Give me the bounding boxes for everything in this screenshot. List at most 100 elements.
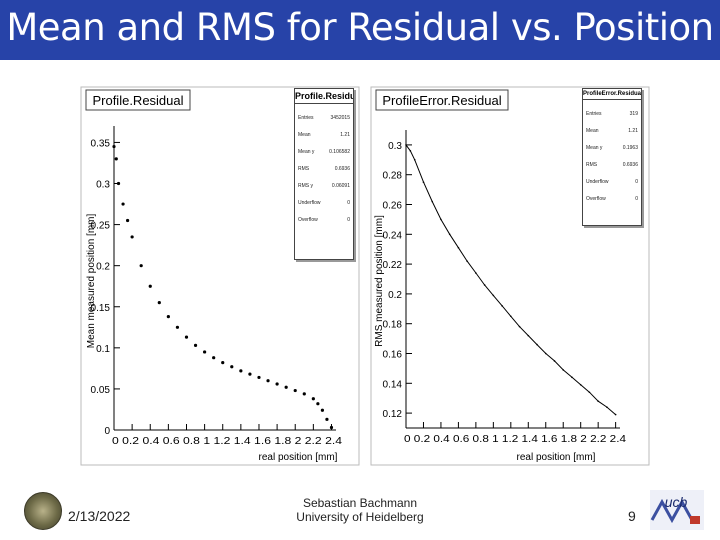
data-point	[409, 150, 412, 152]
data-point	[475, 272, 477, 274]
stats-label: Underflow	[586, 179, 609, 185]
data-point	[311, 397, 315, 401]
stats-row: Underflow 0	[295, 200, 353, 206]
data-point	[239, 369, 243, 373]
y-tick-label: 0.22	[383, 260, 403, 271]
data-point	[483, 284, 486, 286]
data-point	[325, 417, 329, 421]
data-point	[166, 315, 170, 319]
data-point	[114, 157, 118, 161]
stats-label: RMS	[586, 162, 598, 168]
data-line	[405, 144, 617, 416]
stats-row: Mean 1.21	[583, 128, 641, 134]
stats-value: 319	[629, 111, 638, 117]
stats-label: Mean	[586, 128, 599, 134]
data-point	[125, 218, 130, 223]
y-tick-label: 0.18	[383, 320, 403, 331]
y-tick-label: 0.2	[96, 262, 110, 273]
stats-value: 0	[635, 196, 638, 202]
y-tick-label: 0.35	[91, 138, 111, 149]
data-point	[422, 181, 425, 183]
stats-value: 3452015	[330, 115, 350, 121]
stats-row: Entries 3452015	[295, 115, 353, 121]
stats-value: 1.21	[340, 132, 350, 138]
data-point	[212, 356, 216, 360]
data-point	[121, 202, 125, 206]
data-point	[112, 144, 116, 149]
data-point	[492, 294, 495, 297]
stats-row: Mean y 0.106582	[295, 149, 353, 155]
stats-box-left: Profile.Residual Entries3452015Mean1.21M…	[294, 88, 354, 260]
data-point	[316, 402, 320, 406]
y-tick-label: 0.25	[91, 221, 111, 232]
x-axis-label: real position [mm]	[517, 452, 596, 463]
data-point	[588, 391, 591, 394]
y-tick-label: 0.15	[91, 303, 111, 314]
data-point	[405, 144, 407, 146]
data-point	[518, 325, 521, 328]
stats-label: Entries	[586, 111, 602, 117]
axes	[405, 130, 620, 429]
stats-rows: Entries 319 Mean 1.21 Mean y 0.1963 RMS 0.6936 U…	[583, 111, 641, 202]
stats-value: 1.21	[628, 128, 638, 134]
data-point	[614, 413, 617, 416]
data-point	[320, 408, 325, 412]
data-point	[536, 343, 538, 346]
axes	[113, 126, 336, 431]
stats-value: 0.06091	[331, 183, 350, 189]
data-point	[571, 376, 573, 379]
data-point	[139, 264, 143, 268]
y-tick-label: 0.14	[383, 379, 403, 390]
stats-label: Overflow	[298, 217, 318, 223]
x-tick-label-row: 0 0.2 0.4 0.6 0.8 1 1.2 1.4 1.6 1.8 2 2.…	[112, 436, 343, 447]
data-point	[275, 382, 279, 386]
data-point	[431, 200, 434, 203]
page-number: 9	[628, 508, 636, 524]
stats-title: Profile.Residual	[295, 89, 353, 104]
stats-value: 0.6936	[334, 166, 350, 172]
heidelberg-seal-logo	[24, 492, 62, 530]
data-point	[148, 284, 152, 288]
data-point	[501, 305, 503, 307]
author-affiliation: University of Heidelberg	[296, 510, 424, 524]
data-point	[284, 385, 288, 389]
stats-value: 0.106582	[329, 149, 350, 155]
y-tick-label: 0.28	[383, 171, 403, 182]
stats-label: Underflow	[298, 200, 321, 206]
stats-row: Overflow 0	[295, 217, 353, 223]
data-point	[230, 365, 234, 369]
stats-label: Mean y	[586, 145, 603, 151]
data-point	[329, 425, 334, 430]
stats-row: Overflow 0	[583, 196, 641, 202]
y-tick-label: 0.12	[383, 409, 403, 420]
stats-box-right: ProfileError.Residual Entries 319 Mean 1.21…	[582, 88, 642, 226]
stats-title: ProfileError.Residual	[583, 89, 641, 100]
stats-row: RMS 0.6936	[583, 162, 641, 168]
data-point	[597, 400, 599, 402]
data-point	[448, 233, 451, 236]
ucb-logo: ucb	[650, 490, 704, 530]
data-point	[248, 372, 252, 376]
stats-row: Mean 1.21	[295, 132, 353, 138]
data-point	[527, 334, 530, 337]
y-tick-label: 0.1	[96, 344, 110, 355]
stats-label: RMS y	[298, 183, 313, 189]
data-point	[562, 369, 565, 371]
stats-row: RMS 0.6936	[295, 166, 353, 172]
chart-title: Profile.Residual	[92, 93, 183, 108]
x-tick-label-row: 0 0.2 0.4 0.6 0.8 1 1.2 1.4 1.6 1.8 2 2.…	[404, 434, 627, 445]
stats-value: 0	[635, 179, 638, 185]
data-point	[266, 379, 270, 383]
data-point	[466, 260, 468, 262]
stats-label: Mean y	[298, 149, 315, 155]
stats-row: Underflow 0	[583, 179, 641, 185]
stats-label: Mean	[298, 132, 311, 138]
x-axis-label: real position [mm]	[259, 452, 338, 463]
y-tick-label: 0.3	[388, 141, 402, 152]
data-point	[116, 181, 121, 186]
data-point	[544, 352, 547, 355]
stats-row: Entries 319	[583, 111, 641, 117]
profile-error-residual-chart: ProfileError.Residual 0.120.140.160.180.…	[370, 86, 650, 466]
data-point	[257, 375, 261, 380]
stats-label: Entries	[298, 115, 314, 121]
